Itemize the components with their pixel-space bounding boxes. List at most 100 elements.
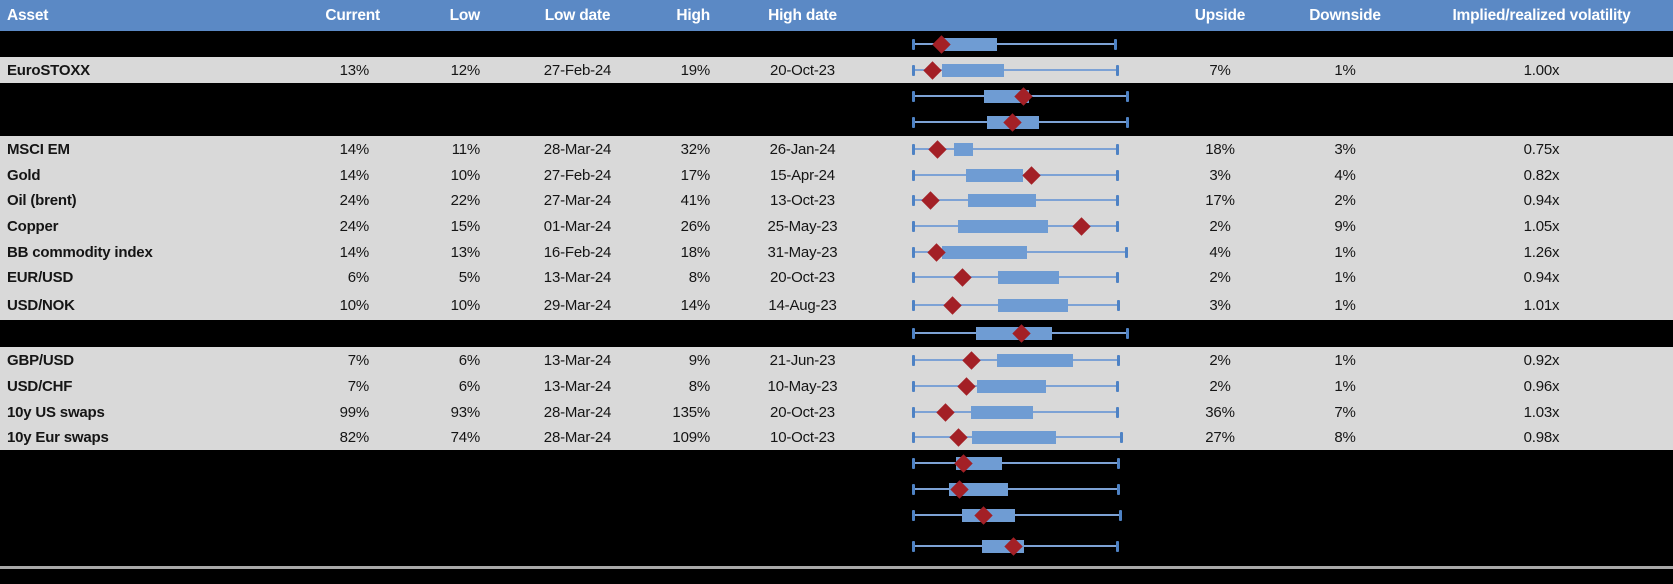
cell-high[interactable]: 17% xyxy=(680,166,711,184)
cell-low[interactable]: 15% xyxy=(450,217,481,235)
cell-low[interactable]: 6% xyxy=(458,377,480,395)
cell-high_date[interactable]: 20-Oct-23 xyxy=(770,61,835,79)
cell-low_date[interactable]: 27-Feb-24 xyxy=(543,61,612,79)
cell-low_date[interactable]: 28-Mar-24 xyxy=(543,140,612,158)
cell-low[interactable]: 12% xyxy=(450,61,481,79)
cell-upside[interactable]: 2% xyxy=(1209,269,1231,286)
cell-high_date[interactable]: 10-May-23 xyxy=(767,377,838,395)
cell-low_date[interactable]: 29-Mar-24 xyxy=(543,296,612,314)
cell-asset[interactable]: USD/NOK xyxy=(7,296,75,314)
cell-high[interactable]: 9% xyxy=(688,351,710,369)
cell-high[interactable]: 19% xyxy=(680,61,711,79)
cell-high_date[interactable]: 20-Oct-23 xyxy=(770,403,835,421)
cell-downside[interactable]: 1% xyxy=(1334,296,1356,314)
cell-low[interactable]: 10% xyxy=(450,296,481,314)
cell-downside[interactable]: 8% xyxy=(1334,429,1356,446)
cell-low_date[interactable]: 27-Mar-24 xyxy=(543,192,612,209)
cell-high[interactable]: 14% xyxy=(680,296,711,314)
cell-current[interactable]: 99% xyxy=(339,403,370,421)
cell-asset[interactable]: GBP/USD xyxy=(7,351,74,369)
cell-upside[interactable]: 2% xyxy=(1209,351,1231,369)
cell-low_date[interactable]: 13-Mar-24 xyxy=(543,377,612,395)
cell-downside[interactable]: 9% xyxy=(1334,217,1356,235)
cell-downside[interactable]: 4% xyxy=(1334,166,1356,184)
cell-low_date[interactable]: 13-Mar-24 xyxy=(543,269,612,286)
cell-upside[interactable]: 36% xyxy=(1205,403,1235,421)
cell-high_date[interactable]: 20-Oct-23 xyxy=(770,269,835,286)
cell-high_date[interactable]: 31-May-23 xyxy=(767,243,838,261)
cell-current[interactable]: 24% xyxy=(339,217,370,235)
cell-high[interactable]: 8% xyxy=(688,269,710,286)
cell-asset[interactable]: 10y Eur swaps xyxy=(7,429,109,446)
cell-downside[interactable]: 1% xyxy=(1334,269,1356,286)
cell-upside[interactable]: 4% xyxy=(1209,243,1231,261)
cell-high[interactable]: 135% xyxy=(672,403,710,421)
cell-high[interactable]: 18% xyxy=(680,243,711,261)
cell-high[interactable]: 8% xyxy=(688,377,710,395)
cell-asset[interactable]: Copper xyxy=(7,217,59,235)
cell-current[interactable]: 13% xyxy=(339,61,370,79)
cell-low[interactable]: 5% xyxy=(458,269,480,286)
cell-current[interactable]: 10% xyxy=(339,296,370,314)
column-header-current[interactable]: Current xyxy=(325,6,380,24)
cell-current[interactable]: 7% xyxy=(347,377,369,395)
column-header-high_date[interactable]: High date xyxy=(768,6,837,24)
cell-low[interactable]: 13% xyxy=(450,243,481,261)
cell-downside[interactable]: 2% xyxy=(1334,192,1356,209)
cell-low[interactable]: 11% xyxy=(451,140,481,158)
cell-current[interactable]: 7% xyxy=(347,351,369,369)
column-header-low[interactable]: Low xyxy=(449,6,481,24)
cell-vol[interactable]: 1.03x xyxy=(1523,403,1560,421)
cell-high_date[interactable]: 25-May-23 xyxy=(767,217,838,235)
cell-upside[interactable]: 17% xyxy=(1205,192,1235,209)
column-header-asset[interactable]: Asset xyxy=(7,6,49,24)
cell-upside[interactable]: 7% xyxy=(1209,61,1231,79)
cell-asset[interactable]: Oil (brent) xyxy=(7,192,77,209)
cell-high[interactable]: 41% xyxy=(680,192,711,209)
cell-asset[interactable]: BB commodity index xyxy=(7,243,153,261)
cell-high[interactable]: 109% xyxy=(672,429,710,446)
cell-current[interactable]: 14% xyxy=(339,166,370,184)
cell-downside[interactable]: 1% xyxy=(1334,377,1356,395)
cell-asset[interactable]: USD/CHF xyxy=(7,377,73,395)
column-header-low_date[interactable]: Low date xyxy=(544,6,611,24)
cell-low[interactable]: 10% xyxy=(450,166,481,184)
cell-vol[interactable]: 1.05x xyxy=(1523,217,1560,235)
cell-upside[interactable]: 18% xyxy=(1205,140,1235,158)
cell-upside[interactable]: 2% xyxy=(1209,217,1231,235)
cell-vol[interactable]: 0.94x xyxy=(1523,192,1560,209)
cell-low[interactable]: 74% xyxy=(450,429,481,446)
cell-high_date[interactable]: 14-Aug-23 xyxy=(768,296,837,314)
cell-low_date[interactable]: 28-Mar-24 xyxy=(543,429,612,446)
cell-asset[interactable]: EuroSTOXX xyxy=(7,61,90,79)
cell-current[interactable]: 82% xyxy=(339,429,370,446)
cell-high_date[interactable]: 26-Jan-24 xyxy=(769,140,836,158)
cell-asset[interactable]: Gold xyxy=(7,166,41,184)
cell-asset[interactable]: MSCI EM xyxy=(7,140,70,158)
cell-upside[interactable]: 2% xyxy=(1209,377,1231,395)
cell-downside[interactable]: 1% xyxy=(1334,243,1356,261)
cell-vol[interactable]: 0.75x xyxy=(1523,140,1560,158)
cell-vol[interactable]: 0.92x xyxy=(1523,351,1560,369)
cell-low[interactable]: 93% xyxy=(450,403,481,421)
cell-downside[interactable]: 7% xyxy=(1334,403,1356,421)
cell-vol[interactable]: 1.00x xyxy=(1523,61,1560,79)
column-header-high[interactable]: High xyxy=(676,6,710,24)
cell-current[interactable]: 24% xyxy=(339,192,370,209)
cell-asset[interactable]: 10y US swaps xyxy=(7,403,105,421)
cell-upside[interactable]: 27% xyxy=(1205,429,1235,446)
cell-low[interactable]: 6% xyxy=(458,351,480,369)
cell-low_date[interactable]: 27-Feb-24 xyxy=(543,166,612,184)
cell-high[interactable]: 26% xyxy=(680,217,711,235)
cell-high_date[interactable]: 13-Oct-23 xyxy=(770,192,835,209)
cell-upside[interactable]: 3% xyxy=(1209,166,1231,184)
cell-downside[interactable]: 3% xyxy=(1334,140,1356,158)
cell-low[interactable]: 22% xyxy=(450,192,481,209)
cell-high_date[interactable]: 21-Jun-23 xyxy=(769,351,836,369)
cell-low_date[interactable]: 01-Mar-24 xyxy=(543,217,612,235)
cell-high_date[interactable]: 15-Apr-24 xyxy=(770,166,835,184)
column-header-upside[interactable]: Upside xyxy=(1194,6,1246,24)
cell-asset[interactable]: EUR/USD xyxy=(7,269,74,286)
cell-vol[interactable]: 1.26x xyxy=(1523,243,1560,261)
